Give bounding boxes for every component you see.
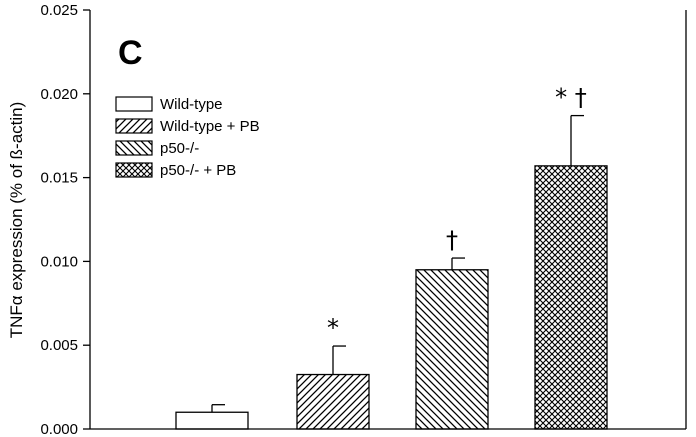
error-bars xyxy=(211,114,584,413)
legend: Wild-type Wild-type + PB p50-/- p50-/- + PB xyxy=(115,96,260,179)
legend-label: p50-/- xyxy=(160,140,199,157)
legend-swatch xyxy=(115,140,153,156)
significance-marker: * xyxy=(327,314,339,342)
y-tick-label: 0.000 xyxy=(40,421,78,437)
significance-marker: † xyxy=(446,226,458,254)
bar xyxy=(175,411,249,430)
bar xyxy=(534,165,608,430)
legend-label: Wild-type xyxy=(160,96,223,113)
legend-label: Wild-type + PB xyxy=(160,118,260,135)
panel-label: C xyxy=(118,34,143,72)
legend-swatch xyxy=(115,96,153,112)
significance-marker: * † xyxy=(555,84,587,112)
legend-swatch xyxy=(115,118,153,134)
bar xyxy=(415,269,489,430)
y-axis-ticks: 0.000 0.005 0.010 0.015 0.020 0.025 xyxy=(40,2,90,437)
y-tick-label: 0.025 xyxy=(40,2,78,19)
significance-annotations: * † * † xyxy=(327,84,587,342)
bars xyxy=(175,165,608,430)
y-tick-label: 0.005 xyxy=(40,337,78,354)
y-tick-label: 0.010 xyxy=(40,253,78,270)
y-tick-label: 0.015 xyxy=(40,170,78,187)
bar xyxy=(296,373,370,430)
y-axis-title: TNFα expression (% of ß-actin) xyxy=(7,102,26,339)
y-tick-label: 0.020 xyxy=(40,86,78,103)
legend-swatch xyxy=(115,162,153,178)
legend-label: p50-/- + PB xyxy=(160,162,236,179)
